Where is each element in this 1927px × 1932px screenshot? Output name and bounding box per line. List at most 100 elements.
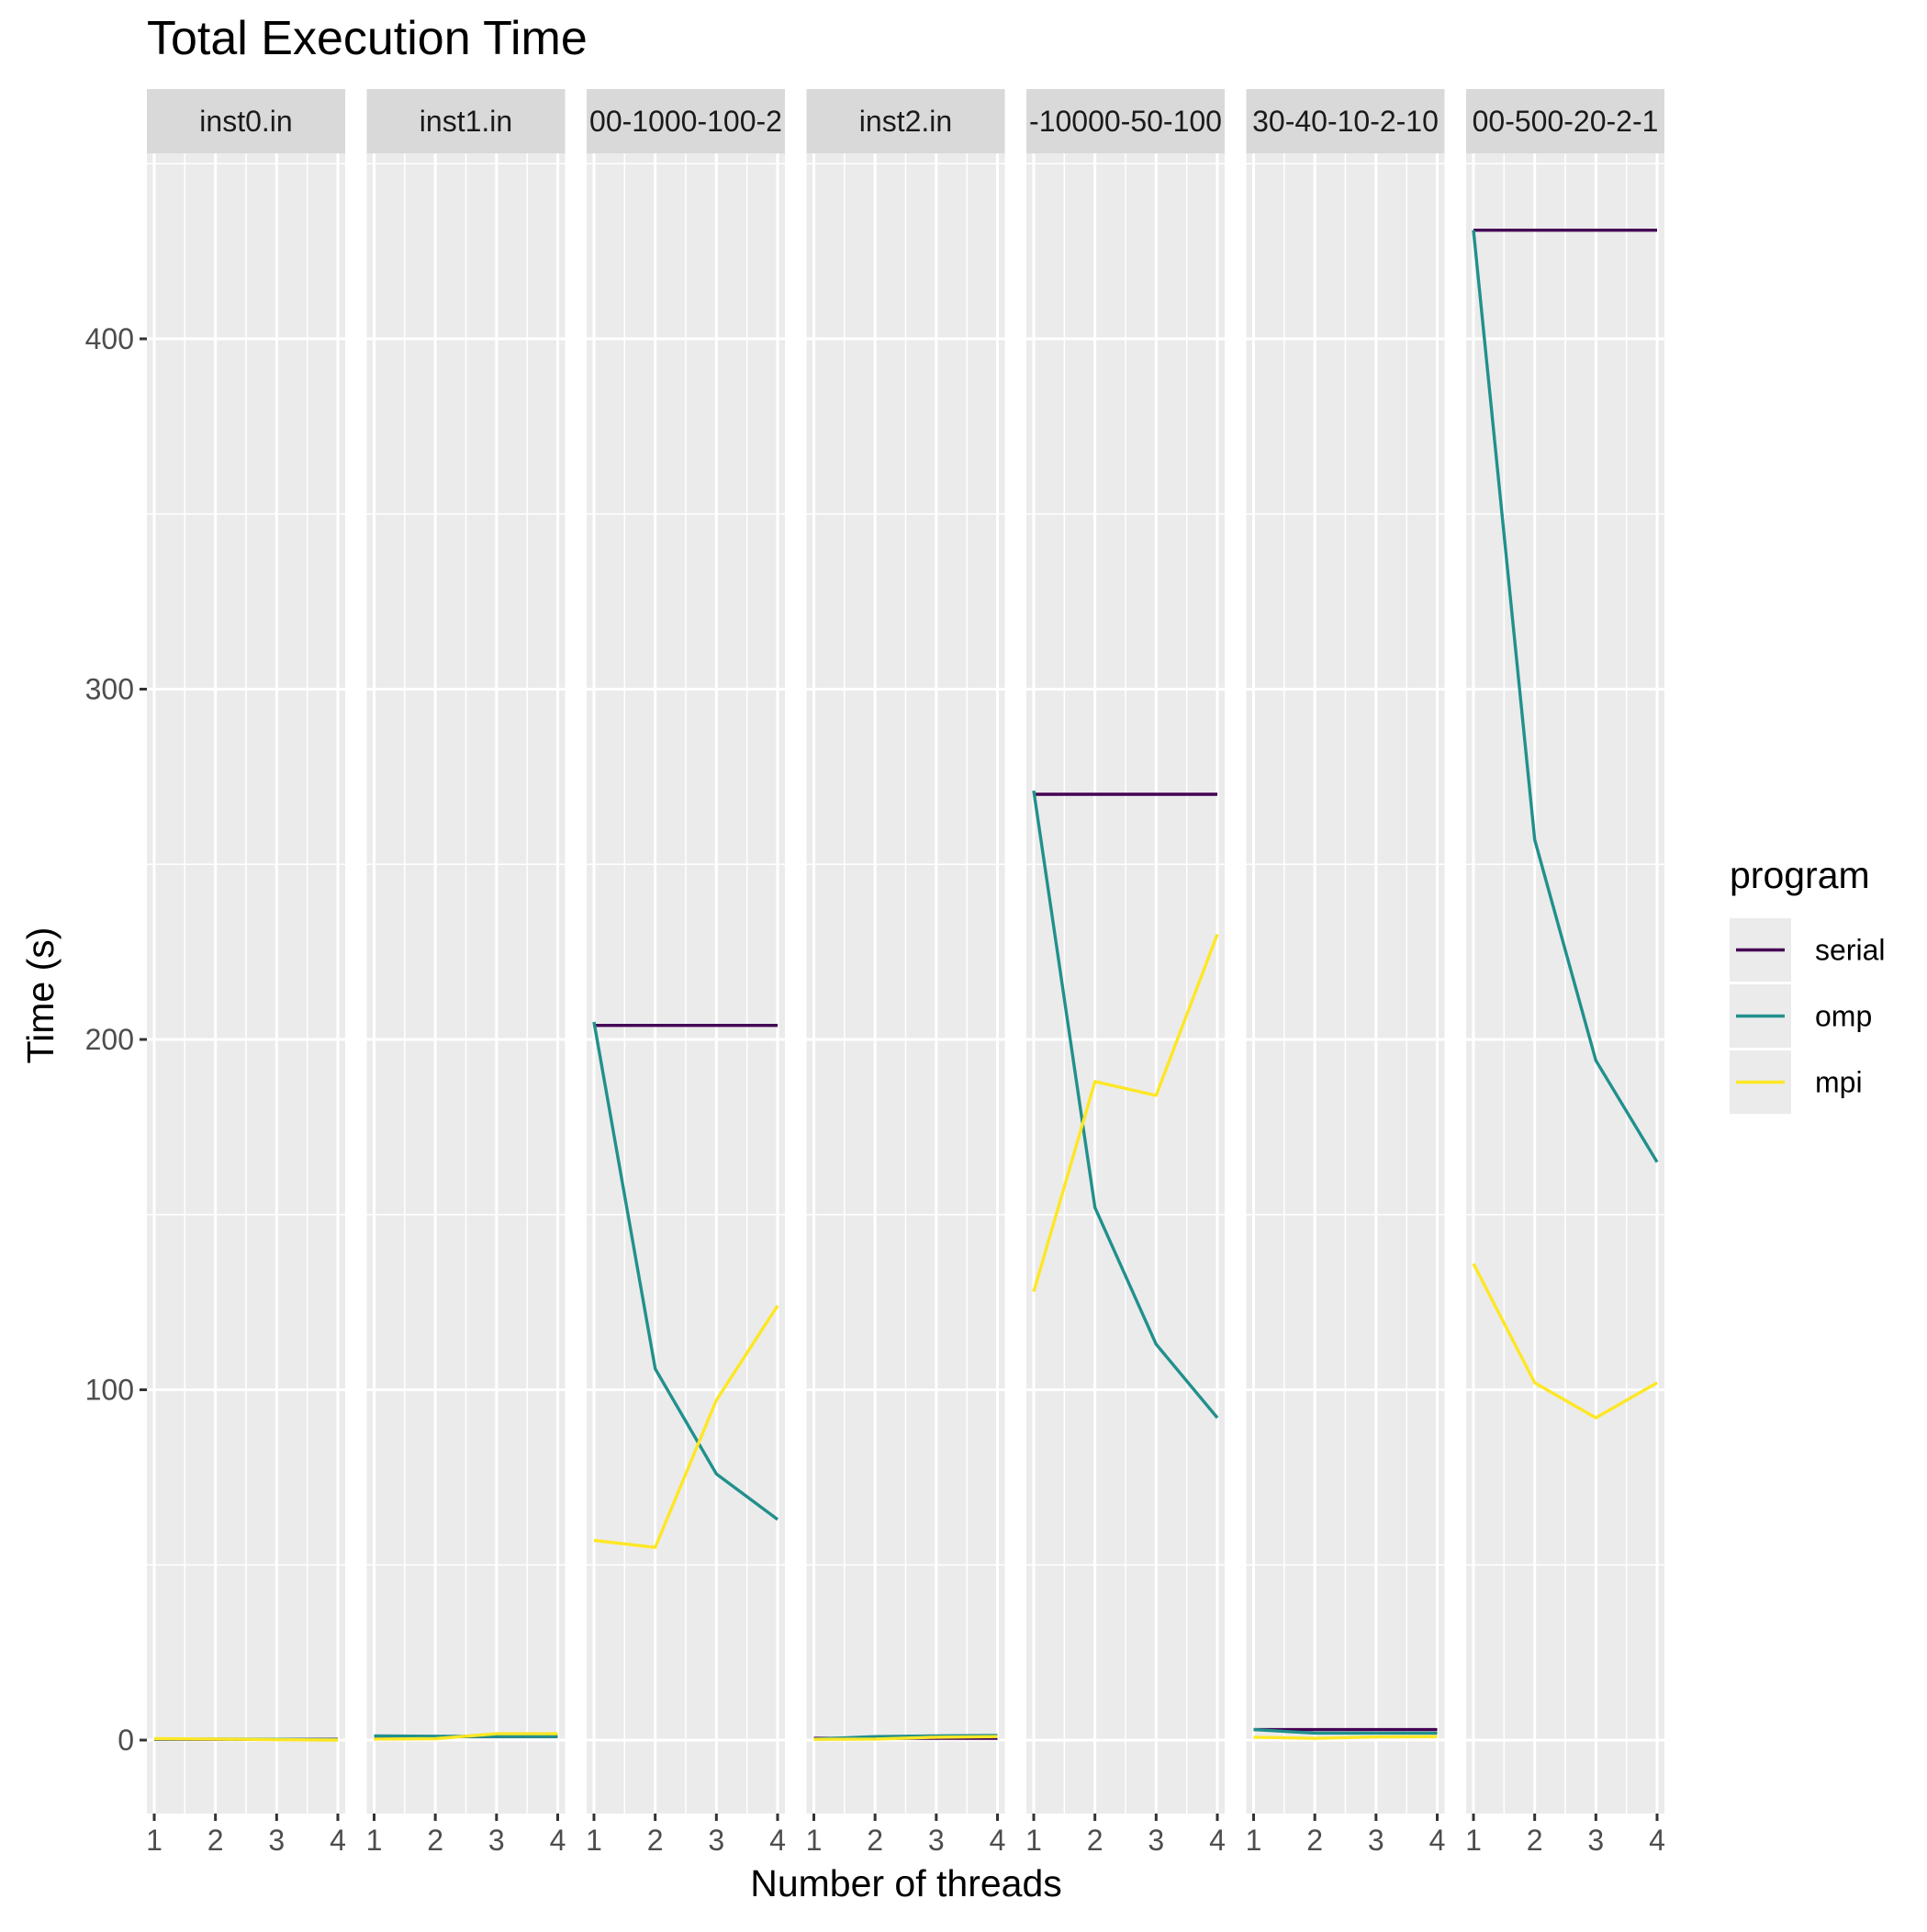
x-tick-label: 2	[1087, 1824, 1104, 1857]
x-tick-label: 4	[1429, 1824, 1446, 1857]
facet-strip	[366, 89, 566, 153]
x-tick-label: 2	[867, 1824, 883, 1857]
x-tick-label: 4	[990, 1824, 1006, 1857]
series-lines	[813, 1734, 998, 1741]
legend: program serial omp mpi	[1730, 854, 1885, 1114]
legend-label: serial	[1815, 934, 1885, 967]
series-lines	[592, 1021, 779, 1549]
facet-panel: 00-1000-100-2 1 2 3 4	[586, 89, 786, 1857]
x-tick-label: 1	[146, 1824, 162, 1857]
facet-panel: inst2.in 1 2 3 4	[806, 89, 1006, 1857]
legend-title: program	[1730, 854, 1870, 896]
y-tick-label: 400	[85, 322, 134, 355]
x-tick-label: 4	[1649, 1824, 1665, 1857]
chart-title: Total Execution Time	[147, 12, 588, 65]
x-tick-label: 2	[427, 1824, 443, 1857]
gridlines	[806, 153, 1005, 1814]
x-axis: 1 2 3 4	[806, 1814, 1006, 1857]
facet-strip-label: inst0.in	[199, 105, 292, 138]
gridlines	[147, 153, 345, 1814]
x-tick-label: 3	[708, 1824, 724, 1857]
series-lines	[1032, 790, 1219, 1420]
x-tick-label: 2	[647, 1824, 664, 1857]
facet-strip-label: 30-40-10-2-10	[1252, 105, 1439, 138]
gridlines	[1026, 153, 1225, 1814]
series-line-omp	[1472, 230, 1659, 1163]
series-lines	[153, 1736, 339, 1742]
series-line-omp	[1032, 790, 1219, 1420]
x-tick-label: 3	[1368, 1824, 1384, 1857]
x-tick-label: 1	[1246, 1824, 1262, 1857]
facet-strip	[147, 89, 345, 153]
series-line-mpi	[374, 1732, 558, 1741]
series-line-mpi	[813, 1735, 998, 1741]
legend-item-serial: serial	[1730, 918, 1885, 982]
series-line-mpi	[1253, 1735, 1438, 1740]
x-tick-label: 3	[928, 1824, 945, 1857]
facet-panel: inst1.in 1 2 3 4	[366, 89, 566, 1857]
y-axis-title: Time (s)	[19, 927, 62, 1064]
x-tick-label: 1	[586, 1824, 602, 1857]
facet-strip-label: 00-500-20-2-1	[1473, 105, 1659, 138]
x-tick-label: 1	[366, 1824, 383, 1857]
x-axis: 1 2 3 4	[146, 1814, 346, 1857]
x-tick-label: 4	[769, 1824, 786, 1857]
x-axis: 1 2 3 4	[366, 1814, 566, 1857]
x-axis: 1 2 3 4	[1465, 1814, 1665, 1857]
series-lines	[374, 1732, 558, 1741]
x-tick-label: 4	[1209, 1824, 1226, 1857]
legend-label: mpi	[1815, 1066, 1863, 1099]
facet-strip	[1246, 89, 1445, 153]
series-line-omp	[592, 1021, 779, 1522]
facet-panel: 00-500-20-2-1 1 2 3 4	[1465, 89, 1665, 1857]
facet-panel: 30-40-10-2-10 1 2 3 4	[1246, 89, 1446, 1857]
x-tick-label: 1	[1465, 1824, 1482, 1857]
gridlines	[1246, 153, 1445, 1814]
series-line-mpi	[593, 1304, 779, 1549]
facet-strip	[1466, 89, 1664, 153]
y-tick-label: 200	[85, 1023, 134, 1056]
x-tick-label: 2	[1527, 1824, 1543, 1857]
series-line-mpi	[1472, 1263, 1658, 1420]
series-line-omp	[1253, 1727, 1438, 1735]
legend-items: serial omp mpi	[1730, 918, 1885, 1114]
x-axis: 1 2 3 4	[1025, 1814, 1226, 1857]
facet-panel: inst0.in 1 2 3 4	[146, 89, 346, 1857]
facet-strip	[587, 89, 785, 153]
series-lines	[1472, 228, 1659, 1420]
legend-item-mpi: mpi	[1730, 1050, 1863, 1114]
legend-label: omp	[1815, 1000, 1872, 1033]
facet-strip	[1026, 89, 1225, 153]
x-tick-label: 4	[330, 1824, 346, 1857]
y-axis: 0 100 200 300 400	[85, 322, 147, 1757]
facet-strip-label: inst2.in	[859, 105, 952, 138]
series-line-mpi	[153, 1736, 339, 1742]
y-tick-label: 0	[118, 1724, 134, 1757]
x-tick-label: 1	[806, 1824, 823, 1857]
facet-strip-label: 00-1000-100-2	[589, 105, 782, 138]
x-tick-label: 3	[1148, 1824, 1164, 1857]
x-tick-label: 3	[488, 1824, 505, 1857]
x-tick-label: 3	[1587, 1824, 1604, 1857]
facet-panel: -10000-50-100 1 2 3 4	[1025, 89, 1226, 1857]
legend-item-omp: omp	[1730, 984, 1872, 1048]
y-tick-label: 300	[85, 673, 134, 706]
gridlines	[366, 153, 566, 1814]
facet-strip	[806, 89, 1005, 153]
x-tick-label: 3	[268, 1824, 285, 1857]
x-axis: 1 2 3 4	[1246, 1814, 1446, 1857]
facet-strip-label: -10000-50-100	[1029, 105, 1222, 138]
x-axis: 1 2 3 4	[586, 1814, 786, 1857]
x-tick-label: 2	[207, 1824, 224, 1857]
gridlines	[1466, 153, 1664, 1814]
gridlines	[587, 153, 785, 1814]
x-tick-label: 4	[550, 1824, 566, 1857]
x-tick-label: 2	[1306, 1824, 1323, 1857]
x-axis-title: Number of threads	[750, 1862, 1062, 1904]
x-tick-label: 1	[1025, 1824, 1042, 1857]
y-tick-label: 100	[85, 1374, 134, 1407]
series-line-mpi	[1032, 933, 1219, 1293]
